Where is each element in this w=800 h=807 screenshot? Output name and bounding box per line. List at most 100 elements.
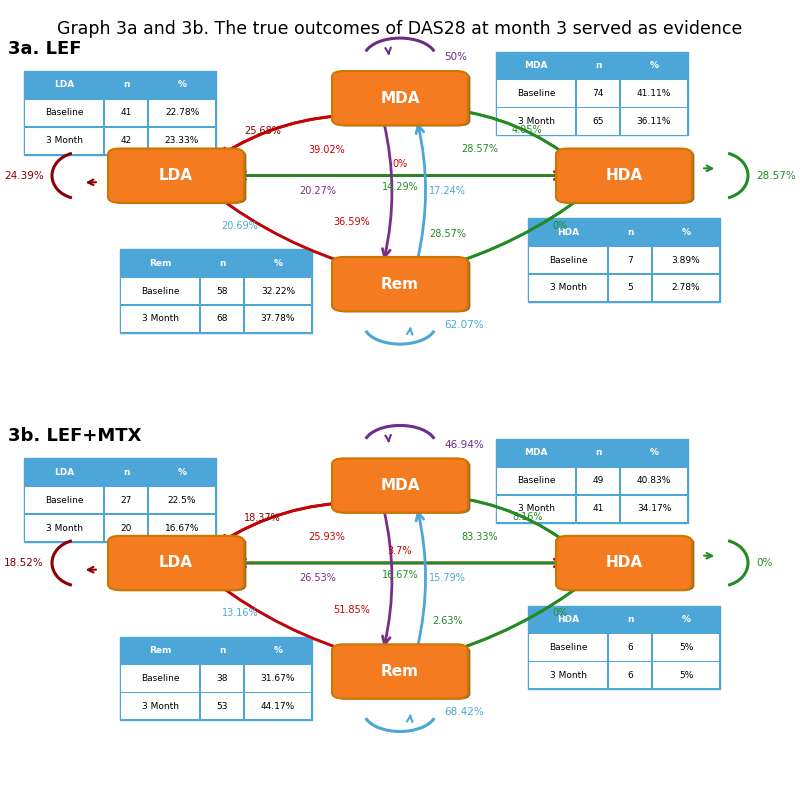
Text: Baseline: Baseline [517, 89, 555, 98]
Text: 16.67%: 16.67% [165, 524, 199, 533]
Text: 36.11%: 36.11% [637, 117, 671, 126]
Text: n: n [626, 615, 634, 624]
Text: 42: 42 [120, 136, 132, 145]
Text: 46.94%: 46.94% [444, 440, 484, 449]
Text: 17.24%: 17.24% [429, 186, 466, 196]
Text: Baseline: Baseline [45, 495, 83, 504]
Text: 44.17%: 44.17% [261, 702, 295, 711]
FancyBboxPatch shape [609, 606, 651, 633]
Text: 3b. LEF+MTX: 3b. LEF+MTX [8, 428, 142, 445]
Text: 20.27%: 20.27% [299, 186, 336, 196]
Text: 25.93%: 25.93% [308, 533, 345, 542]
FancyBboxPatch shape [149, 72, 215, 98]
FancyBboxPatch shape [201, 665, 243, 692]
FancyArrowPatch shape [436, 194, 586, 269]
Text: Baseline: Baseline [141, 286, 179, 295]
Text: 58: 58 [216, 286, 228, 295]
FancyBboxPatch shape [609, 247, 651, 274]
FancyBboxPatch shape [105, 487, 147, 513]
Text: n: n [122, 468, 130, 477]
FancyBboxPatch shape [609, 219, 651, 245]
FancyArrowPatch shape [214, 582, 364, 656]
Text: %: % [178, 81, 186, 90]
FancyBboxPatch shape [497, 468, 575, 494]
FancyBboxPatch shape [149, 487, 215, 513]
FancyBboxPatch shape [110, 149, 246, 204]
FancyBboxPatch shape [621, 108, 687, 135]
Text: 5: 5 [627, 283, 633, 292]
FancyBboxPatch shape [496, 439, 688, 523]
Text: 13.16%: 13.16% [222, 608, 258, 618]
FancyBboxPatch shape [201, 693, 243, 720]
FancyBboxPatch shape [577, 495, 619, 522]
FancyBboxPatch shape [332, 458, 468, 512]
Text: 3 Month: 3 Month [518, 504, 554, 513]
FancyArrowPatch shape [450, 107, 577, 163]
Text: Rem: Rem [149, 646, 171, 655]
FancyBboxPatch shape [497, 495, 575, 522]
Text: 36.59%: 36.59% [334, 217, 370, 227]
Text: HDA: HDA [557, 228, 579, 236]
FancyArrowPatch shape [436, 582, 586, 656]
FancyArrowPatch shape [450, 494, 577, 550]
FancyBboxPatch shape [558, 537, 694, 592]
Text: LDA: LDA [54, 468, 74, 477]
Text: 39.02%: 39.02% [308, 145, 345, 155]
FancyArrowPatch shape [439, 192, 588, 270]
Text: 38: 38 [216, 674, 228, 683]
FancyBboxPatch shape [105, 100, 147, 126]
FancyBboxPatch shape [245, 250, 311, 276]
Text: 62.07%: 62.07% [444, 320, 484, 330]
Text: 34.17%: 34.17% [637, 504, 671, 513]
Text: 24.39%: 24.39% [4, 170, 44, 181]
Text: 0%: 0% [756, 558, 772, 568]
Text: Rem: Rem [149, 259, 171, 268]
Text: 50%: 50% [444, 52, 467, 62]
Text: 41.11%: 41.11% [637, 89, 671, 98]
Text: %: % [682, 228, 690, 236]
FancyBboxPatch shape [25, 459, 103, 486]
Text: MDA: MDA [524, 61, 548, 70]
FancyBboxPatch shape [25, 72, 103, 98]
FancyBboxPatch shape [24, 71, 216, 155]
Text: 3.89%: 3.89% [672, 256, 700, 265]
FancyBboxPatch shape [121, 306, 199, 332]
FancyArrowPatch shape [439, 579, 588, 657]
FancyBboxPatch shape [245, 665, 311, 692]
FancyBboxPatch shape [529, 247, 607, 274]
Text: 5%: 5% [679, 643, 693, 652]
Text: 6: 6 [627, 671, 633, 679]
Text: %: % [274, 259, 282, 268]
FancyArrowPatch shape [212, 192, 361, 270]
Text: LDA: LDA [54, 81, 74, 90]
Text: 74: 74 [592, 89, 604, 98]
Text: %: % [274, 646, 282, 655]
FancyBboxPatch shape [497, 440, 575, 466]
Text: 28.57%: 28.57% [430, 229, 466, 239]
Text: 22.78%: 22.78% [165, 108, 199, 117]
FancyBboxPatch shape [621, 495, 687, 522]
FancyBboxPatch shape [121, 638, 199, 663]
Text: 18.52%: 18.52% [4, 558, 44, 568]
Text: 68: 68 [216, 315, 228, 324]
FancyBboxPatch shape [609, 274, 651, 301]
Text: LDA: LDA [159, 168, 193, 183]
Text: %: % [178, 468, 186, 477]
FancyArrowPatch shape [382, 509, 392, 644]
FancyBboxPatch shape [577, 468, 619, 494]
Text: 65: 65 [592, 117, 604, 126]
FancyBboxPatch shape [621, 440, 687, 466]
Text: 49: 49 [592, 476, 604, 485]
Text: Baseline: Baseline [549, 643, 587, 652]
Text: Graph 3a and 3b. The true outcomes of DAS28 at month 3 served as evidence: Graph 3a and 3b. The true outcomes of DA… [58, 20, 742, 38]
FancyBboxPatch shape [105, 72, 147, 98]
Text: 41: 41 [592, 504, 604, 513]
Text: 3 Month: 3 Month [550, 283, 586, 292]
Text: 16.67%: 16.67% [382, 570, 418, 579]
Text: 2.78%: 2.78% [672, 283, 700, 292]
Text: 3 Month: 3 Month [46, 524, 82, 533]
FancyBboxPatch shape [334, 72, 470, 127]
FancyBboxPatch shape [149, 100, 215, 126]
FancyBboxPatch shape [201, 250, 243, 276]
FancyArrowPatch shape [416, 512, 426, 647]
